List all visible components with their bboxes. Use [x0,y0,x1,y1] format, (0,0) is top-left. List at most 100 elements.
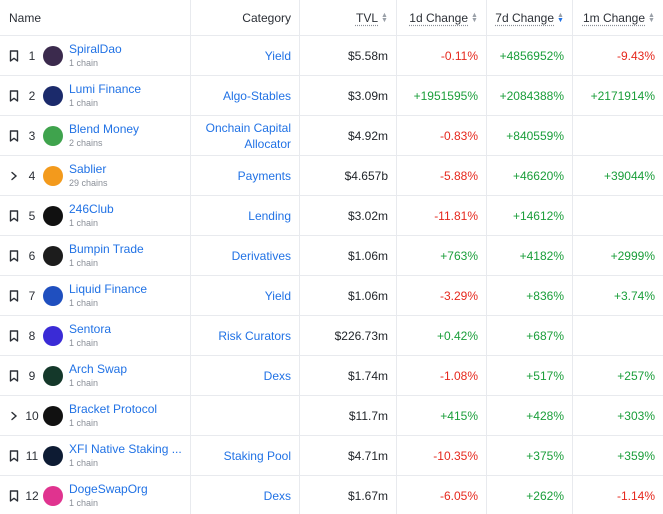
change-1m-value: +359% [617,448,655,463]
chain-count: 1 chain [69,458,99,468]
table-row: 10 Bracket Protocol 1 chain $11.7m +415%… [0,396,663,436]
bookmark-icon[interactable] [7,489,21,503]
change-1d-cell: -6.05% [397,476,487,514]
category-link[interactable]: Onchain Capital Allocator [205,120,291,151]
change-7d-cell: +14612% [487,196,573,235]
bookmark-icon[interactable] [7,289,21,303]
header-1m-change[interactable]: 1m Change ▲ ▼ [582,10,655,25]
chevron-right-icon[interactable] [7,409,21,423]
tvl-cell: $1.06m [300,276,397,315]
name-cell: 6 Bumpin Trade 1 chain [0,236,191,275]
bookmark-icon[interactable] [7,49,21,63]
category-link[interactable]: Algo-Stables [222,88,291,103]
category-cell: Yield [191,276,300,315]
category-cell: Yield [191,36,300,75]
protocol-logo [43,405,63,426]
protocol-logo [43,85,63,106]
change-1d-value: -11.81% [434,208,478,223]
header-7d-change[interactable]: 7d Change ▲ ▼ [487,0,573,35]
rank: 7 [28,288,36,303]
sort-desc-icon[interactable]: ▲ ▼ [557,11,564,24]
rank: 11 [25,448,39,463]
change-7d-cell: +46620% [487,156,573,195]
change-7d-value: +428% [526,408,564,423]
chevron-right-icon[interactable] [7,169,21,183]
change-1m-value: +2171914% [590,88,655,103]
chain-count: 2 chains [69,138,103,148]
category-link[interactable]: Lending [248,208,291,223]
sort-icon[interactable]: ▲ ▼ [648,11,655,24]
category-cell: Dexs [191,476,300,514]
tvl-value: $4.71m [347,448,388,463]
protocol-name-link[interactable]: Bracket Protocol [69,402,158,416]
protocol-name-link[interactable]: Lumi Finance [69,82,142,96]
protocol-name-link[interactable]: Arch Swap [69,362,128,376]
change-1d-value: +763% [440,248,478,263]
category-cell: Lending [191,196,300,235]
protocol-logo [43,285,63,306]
bookmark-icon[interactable] [7,449,21,463]
protocol-name-link[interactable]: Sentora [69,322,112,336]
protocol-logo [43,165,63,186]
header-category: Category [191,0,300,35]
chain-count: 1 chain [69,418,99,428]
name-cell: 9 Arch Swap 1 chain [0,356,191,395]
protocol-name-link[interactable]: SpiralDao [69,42,122,56]
tvl-value: $4.657b [344,168,388,183]
change-1m-cell: +2171914% [573,76,663,115]
change-7d-value: +375% [526,448,564,463]
protocol-name-link[interactable]: DogeSwapOrg [69,482,148,496]
change-1d-cell: +0.42% [397,316,487,355]
category-link[interactable]: Derivatives [231,248,291,263]
change-1m-cell: +3.74% [573,276,663,315]
category-cell [191,396,300,435]
name-cell: 7 Liquid Finance 1 chain [0,276,191,315]
protocol-name-link[interactable]: XFI Native Staking ... [69,442,182,456]
category-link[interactable]: Staking Pool [223,448,291,463]
bookmark-icon[interactable] [7,129,21,143]
category-link[interactable]: Payments [237,168,291,183]
tvl-cell: $11.7m [300,396,397,435]
category-cell: Dexs [191,356,300,395]
chain-count: 1 chain [69,498,99,508]
change-1m-cell: +303% [573,396,663,435]
protocol-logo [43,125,63,146]
change-1d-cell: +415% [397,396,487,435]
protocol-logo [43,325,63,346]
change-1d-cell: +1951595% [397,76,487,115]
table-row: 4 Sablier 29 chains Payments $4.657b -5.… [0,156,663,196]
protocol-name-link[interactable]: Bumpin Trade [69,242,144,256]
category-link[interactable]: Yield [264,288,291,303]
protocol-name-link[interactable]: Liquid Finance [69,282,148,296]
sort-icon[interactable]: ▲ ▼ [471,11,478,24]
protocol-name-link[interactable]: 246Club [69,202,114,216]
change-1m-cell: +257% [573,356,663,395]
bookmark-icon[interactable] [7,369,21,383]
protocol-name-link[interactable]: Sablier [69,162,107,176]
change-1d-value: -0.11% [440,48,478,63]
tvl-value: $11.7m [348,408,388,423]
change-7d-cell: +375% [487,436,573,475]
bookmark-icon[interactable] [7,209,21,223]
protocol-logo [43,245,63,266]
header-1d-change[interactable]: 1d Change ▲ ▼ [397,0,487,35]
change-1m-cell [573,116,663,155]
header-tvl[interactable]: TVL ▲ ▼ [300,0,397,35]
category-link[interactable]: Risk Curators [218,328,291,343]
change-1d-value: +1951595% [413,88,478,103]
category-link[interactable]: Yield [264,48,291,63]
change-1m-value: -9.43% [616,48,655,63]
header-name: Name [0,0,191,35]
change-1d-cell: -0.11% [397,36,487,75]
tvl-cell: $1.06m [300,236,397,275]
change-1m-value: +3.74% [613,288,655,303]
bookmark-icon[interactable] [7,329,21,343]
protocol-name-link[interactable]: Blend Money [69,122,140,136]
change-7d-value: +46620% [512,168,564,183]
bookmark-icon[interactable] [7,89,21,103]
sort-icon[interactable]: ▲ ▼ [381,11,388,24]
bookmark-icon[interactable] [7,249,21,263]
category-link[interactable]: Dexs [263,368,291,383]
category-link[interactable]: Dexs [263,488,291,503]
change-7d-cell: +4856952% [487,36,573,75]
